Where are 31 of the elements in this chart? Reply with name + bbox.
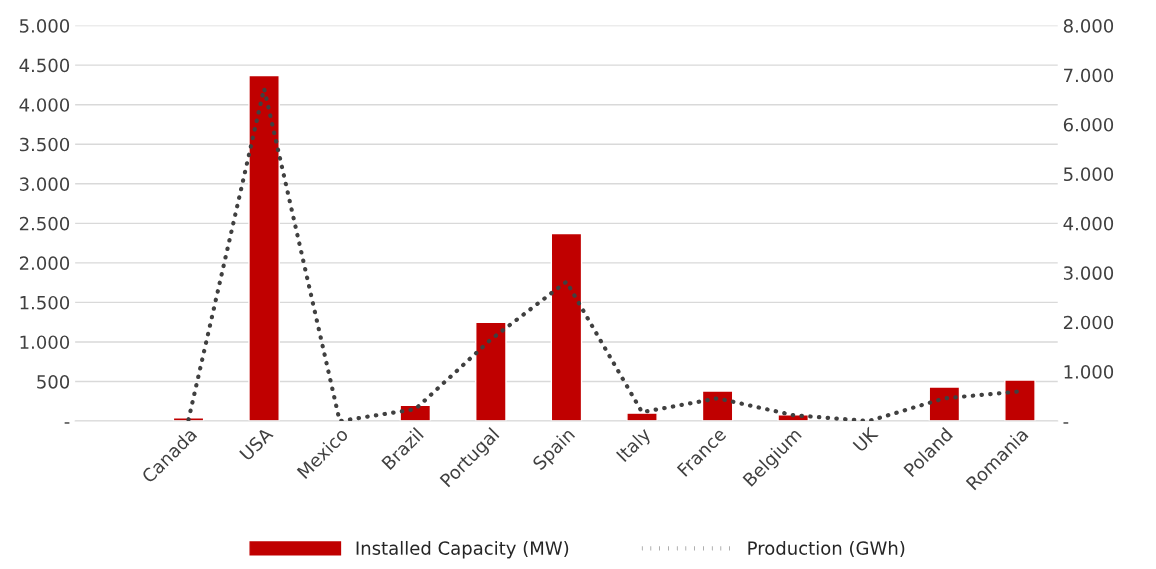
- y-tick-label: 2.500: [19, 216, 70, 231]
- bar: [701, 390, 734, 422]
- y-tick-label: 3.500: [19, 137, 70, 152]
- y-tick-label: 2.000: [19, 256, 70, 270]
- y-tick-label: 1.000: [20, 335, 70, 350]
- y2-tick-label: 7.000: [1064, 68, 1114, 83]
- x-tick-label: UK: [852, 426, 879, 453]
- y2-tick-label: 3.000: [1063, 266, 1114, 280]
- y2-tick-label: 6.000: [1063, 117, 1114, 132]
- y2-tick-label: 4.000: [1063, 216, 1114, 231]
- y2-tick-label: -: [1063, 422, 1069, 424]
- y2-tick-label: 1.000: [1064, 365, 1114, 379]
- x-tick-label: USA: [239, 426, 274, 462]
- bar: [626, 412, 658, 422]
- legend-label: Production (GWh): [748, 540, 905, 558]
- bar: [550, 232, 583, 422]
- legend-label: Installed Capacity (MW): [356, 540, 569, 559]
- y2-tick-label: 2.000: [1063, 315, 1114, 330]
- bar: [248, 74, 280, 422]
- bar: [928, 386, 961, 422]
- y2-tick-label: 8.000: [1063, 19, 1114, 33]
- y-tick-label: 3.000: [19, 177, 70, 191]
- bar: [475, 321, 507, 422]
- y-tick-label: 4.000: [19, 98, 70, 112]
- y-tick-label: 1.500: [20, 295, 70, 310]
- bar: [1004, 379, 1036, 422]
- y2-tick-label: 5.000: [1063, 167, 1114, 182]
- y-tick-label: 4.500: [19, 58, 70, 73]
- y-tick-label: 5.000: [19, 19, 70, 33]
- y-tick-label: 500: [37, 374, 70, 389]
- y-tick-label: -: [64, 422, 70, 424]
